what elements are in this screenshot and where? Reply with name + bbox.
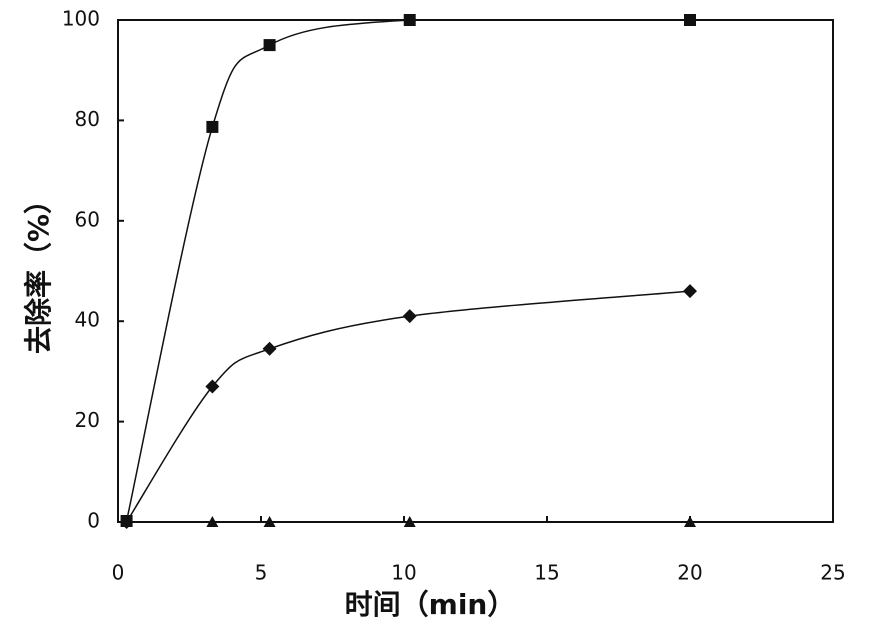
y-tick-label: 20 (75, 408, 100, 432)
x-tick-label: 20 (677, 561, 702, 585)
x-tick-label: 15 (534, 561, 559, 585)
marker (684, 14, 696, 26)
x-tick-label: 0 (112, 561, 125, 585)
marker (262, 341, 277, 356)
y-tick-label: 40 (75, 308, 100, 332)
series-line (125, 290, 691, 523)
marker (206, 120, 219, 133)
marker (403, 516, 416, 527)
marker (684, 516, 696, 527)
series-line (125, 19, 690, 522)
y-axis-title: 去除率（%） (22, 186, 55, 354)
y-tick-label: 0 (87, 509, 100, 533)
marker (403, 14, 416, 26)
marker (683, 284, 697, 299)
marker (263, 516, 276, 527)
x-tick-label: 10 (391, 561, 416, 585)
marker (205, 379, 220, 394)
marker (263, 39, 276, 52)
x-tick-label: 5 (255, 561, 268, 585)
y-tick-label: 80 (75, 107, 100, 131)
marker (120, 516, 133, 527)
x-axis-title: 时间（min） (345, 588, 516, 621)
y-tick-label: 100 (62, 7, 100, 31)
y-tick-label: 60 (75, 207, 100, 231)
marker (206, 516, 219, 527)
marker (402, 309, 417, 324)
plot-frame (117, 19, 834, 523)
x-tick-label: 25 (820, 561, 845, 585)
